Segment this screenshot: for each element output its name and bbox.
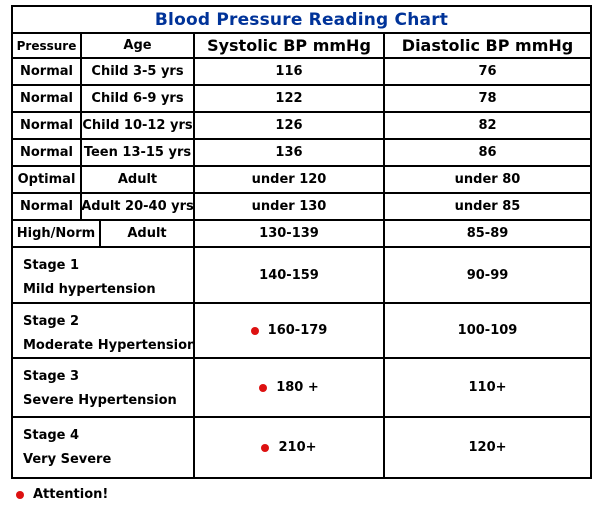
diastolic-value: under 85: [454, 199, 521, 214]
stage-cell: Stage 4 Very Severe: [13, 418, 195, 477]
systolic-value: under 120: [195, 167, 385, 192]
pressure-value: Normal: [13, 113, 82, 138]
pressure-value: High/Norm: [13, 221, 101, 246]
systolic-value: 126: [195, 113, 385, 138]
age-value: Adult 20-40 yrs: [82, 194, 195, 219]
stage-description: Severe Hypertension: [23, 393, 177, 408]
stage-description: Mild hypertension: [23, 282, 156, 297]
attention-note: Attention!: [16, 487, 108, 502]
systolic-value: under 130: [195, 194, 385, 219]
diastolic-value: 110+: [468, 380, 507, 395]
alert-dot-icon: [261, 443, 270, 452]
stage-description: Moderate Hypertension: [23, 338, 195, 353]
systolic-value-cell: 160-179: [195, 304, 385, 357]
diastolic-value: under 80: [454, 172, 521, 187]
table-row-stage: Stage 2 Moderate Hypertension 160-179 10…: [13, 304, 590, 359]
diastolic-value: 76: [478, 64, 497, 79]
table-row-stage: Stage 1 Mild hypertension 140-159 90-99: [13, 248, 590, 304]
pressure-value: Normal: [13, 59, 82, 84]
pressure-value: Normal: [13, 140, 82, 165]
systolic-value: 122: [195, 86, 385, 111]
diastolic-value: 120+: [468, 440, 507, 455]
stage-name: Stage 4: [23, 428, 80, 443]
systolic-value: 160-179: [267, 323, 328, 338]
age-column-header: Age: [82, 34, 195, 57]
table-row: Normal Adult 20-40 yrs under 130 under 8…: [13, 194, 590, 221]
age-value: Adult: [82, 167, 195, 192]
age-value: Teen 13-15 yrs: [82, 140, 195, 165]
table-row: Optimal Adult under 120 under 80: [13, 167, 590, 194]
systolic-value-cell: 210+: [195, 418, 385, 477]
pressure-value: Optimal: [13, 167, 82, 192]
alert-dot-icon: [16, 490, 24, 499]
diastolic-value: 86: [478, 145, 497, 160]
systolic-value: 136: [195, 140, 385, 165]
table-row: Normal Child 10-12 yrs 126 82: [13, 113, 590, 140]
header-row: Pressure Age Systolic BP mmHg Diastolic …: [13, 34, 590, 59]
diastolic-value: 90-99: [466, 267, 509, 283]
table-row-stage: Stage 4 Very Severe 210+ 120+: [13, 418, 590, 477]
table-row: High/Norm Adult 130-139 85-89: [13, 221, 590, 248]
attention-label: Attention!: [33, 487, 109, 502]
diastolic-column-header: Diastolic BP mmHg: [401, 36, 574, 55]
stage-name: Stage 1: [23, 258, 80, 273]
table-row: Normal Child 6-9 yrs 122 78: [13, 86, 590, 113]
age-value: Child 10-12 yrs: [82, 113, 195, 138]
diastolic-value: 85-89: [466, 226, 509, 241]
pressure-column-header: Pressure: [13, 34, 82, 57]
systolic-value: 140-159: [259, 267, 319, 283]
pressure-value: Normal: [13, 86, 82, 111]
systolic-value: 210+: [278, 440, 317, 455]
systolic-column-header: Systolic BP mmHg: [195, 34, 385, 57]
systolic-value: 180 +: [276, 380, 319, 395]
blood-pressure-table: Blood Pressure Reading Chart Pressure Ag…: [11, 5, 592, 479]
stage-cell: Stage 2 Moderate Hypertension: [13, 304, 195, 357]
diastolic-value: 78: [478, 91, 497, 106]
stage-name: Stage 3: [23, 369, 80, 384]
systolic-value-cell: 140-159: [195, 248, 385, 302]
pressure-value: Normal: [13, 194, 82, 219]
table-row-stage: Stage 3 Severe Hypertension 180 + 110+: [13, 359, 590, 418]
alert-dot-icon: [259, 383, 268, 392]
stage-cell: Stage 3 Severe Hypertension: [13, 359, 195, 416]
systolic-value: 130-139: [195, 221, 385, 246]
systolic-value-cell: 180 +: [195, 359, 385, 416]
alert-dot-icon: [250, 326, 259, 335]
age-value: Child 6-9 yrs: [82, 86, 195, 111]
table-row: Normal Teen 13-15 yrs 136 86: [13, 140, 590, 167]
table-row: Normal Child 3-5 yrs 116 76: [13, 59, 590, 86]
systolic-value: 116: [195, 59, 385, 84]
age-value: Adult: [101, 221, 195, 246]
title-row: Blood Pressure Reading Chart: [13, 7, 590, 34]
diastolic-value: 82: [478, 118, 497, 133]
age-value: Child 3-5 yrs: [82, 59, 195, 84]
diastolic-value: 100-109: [457, 323, 518, 338]
stage-cell: Stage 1 Mild hypertension: [13, 248, 195, 302]
stage-description: Very Severe: [23, 452, 112, 467]
stage-name: Stage 2: [23, 314, 80, 329]
chart-title: Blood Pressure Reading Chart: [154, 9, 449, 30]
